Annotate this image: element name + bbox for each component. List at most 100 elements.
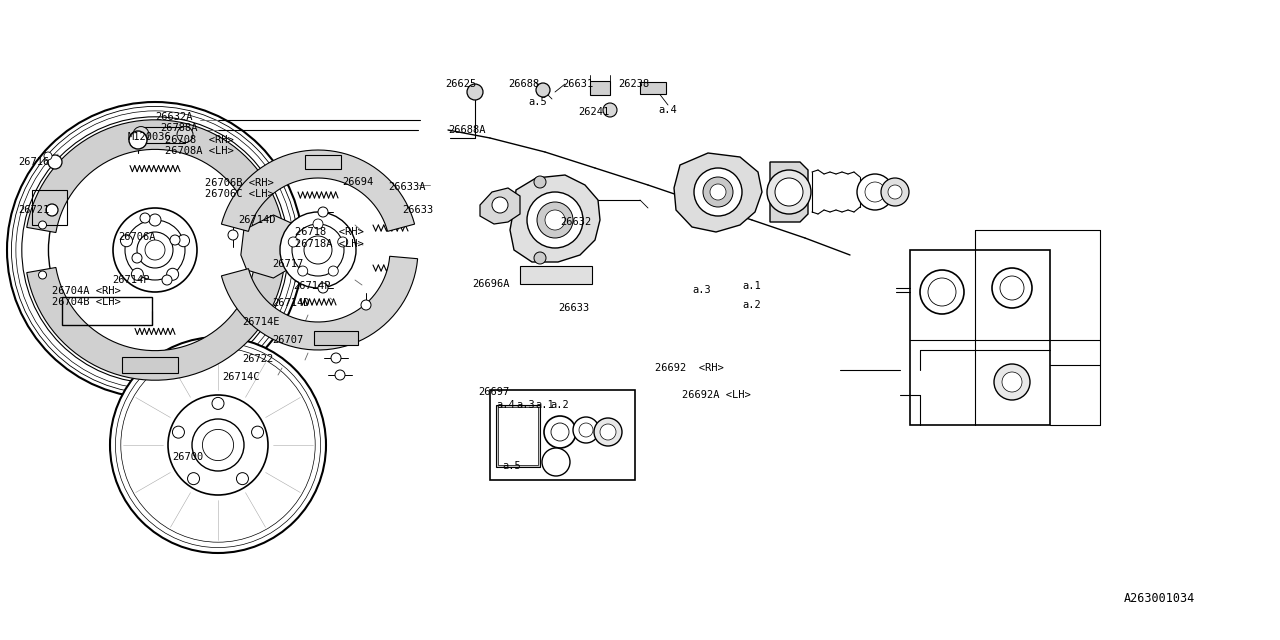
Text: 26722: 26722 <box>242 354 273 364</box>
Circle shape <box>120 235 132 247</box>
Circle shape <box>12 106 298 394</box>
Text: 26632A: 26632A <box>155 112 192 122</box>
Circle shape <box>133 127 148 143</box>
Circle shape <box>317 283 328 293</box>
Circle shape <box>129 131 147 149</box>
Text: 26707: 26707 <box>273 335 303 345</box>
Text: 26238: 26238 <box>618 79 649 89</box>
Circle shape <box>22 117 288 383</box>
Text: 26721: 26721 <box>18 205 49 215</box>
Bar <box>61 297 152 325</box>
Text: a.4: a.4 <box>497 400 515 410</box>
Bar <box>640 82 666 94</box>
Bar <box>498 407 538 465</box>
Circle shape <box>710 184 726 200</box>
Polygon shape <box>509 175 600 262</box>
Text: 26633A: 26633A <box>388 182 425 192</box>
Circle shape <box>767 170 812 214</box>
Bar <box>305 155 340 169</box>
Polygon shape <box>27 268 283 380</box>
Circle shape <box>38 271 46 279</box>
Circle shape <box>467 84 483 100</box>
Text: 26708A <LH>: 26708A <LH> <box>165 146 234 156</box>
Bar <box>141 127 186 143</box>
Text: 26704A <RH>: 26704A <RH> <box>52 286 120 296</box>
Circle shape <box>594 418 622 446</box>
Circle shape <box>170 235 180 245</box>
Circle shape <box>188 473 200 484</box>
Text: 26714D: 26714D <box>273 298 310 308</box>
Text: 26692  <RH>: 26692 <RH> <box>655 363 723 373</box>
Text: 26717: 26717 <box>273 259 303 269</box>
Circle shape <box>544 416 576 448</box>
Bar <box>32 190 67 225</box>
Circle shape <box>888 185 902 199</box>
Circle shape <box>177 127 193 143</box>
Circle shape <box>881 178 909 206</box>
Text: 26708  <RH>: 26708 <RH> <box>165 135 234 145</box>
Circle shape <box>132 253 142 263</box>
Circle shape <box>168 395 268 495</box>
Bar <box>122 357 178 374</box>
Polygon shape <box>27 120 283 232</box>
Circle shape <box>538 202 573 238</box>
Text: 26714E: 26714E <box>242 317 279 327</box>
Circle shape <box>173 426 184 438</box>
Circle shape <box>534 252 547 264</box>
Text: 26633: 26633 <box>402 205 433 215</box>
Circle shape <box>49 143 261 356</box>
Text: 26706B <RH>: 26706B <RH> <box>205 178 274 188</box>
Text: 26704B <LH>: 26704B <LH> <box>52 297 120 307</box>
Circle shape <box>298 266 307 276</box>
Circle shape <box>120 348 315 542</box>
Text: 26716: 26716 <box>18 157 49 167</box>
Polygon shape <box>480 188 520 224</box>
Circle shape <box>536 83 550 97</box>
Text: 26697: 26697 <box>477 387 509 397</box>
Circle shape <box>15 111 294 389</box>
Text: a.3: a.3 <box>692 285 710 295</box>
Text: 26706C <LH>: 26706C <LH> <box>205 189 274 199</box>
Polygon shape <box>221 256 417 350</box>
Text: a.1: a.1 <box>742 281 760 291</box>
Bar <box>910 250 1050 425</box>
Circle shape <box>110 337 326 553</box>
Circle shape <box>145 240 165 260</box>
Text: 26631: 26631 <box>562 79 593 89</box>
Circle shape <box>920 270 964 314</box>
Circle shape <box>178 235 189 247</box>
Circle shape <box>237 473 248 484</box>
Circle shape <box>38 221 46 229</box>
Circle shape <box>115 342 320 548</box>
Text: 26714C: 26714C <box>221 372 260 382</box>
Circle shape <box>314 219 323 229</box>
Circle shape <box>137 232 173 268</box>
Circle shape <box>703 177 733 207</box>
Text: 26632: 26632 <box>561 217 591 227</box>
Circle shape <box>305 236 332 264</box>
Circle shape <box>361 300 371 310</box>
Polygon shape <box>241 215 300 278</box>
Circle shape <box>132 268 143 280</box>
Circle shape <box>1000 276 1024 300</box>
Circle shape <box>335 370 346 380</box>
Text: a.4: a.4 <box>658 105 677 115</box>
Circle shape <box>140 213 150 223</box>
Text: M120036: M120036 <box>128 132 172 142</box>
Text: 26706A: 26706A <box>118 232 155 242</box>
Text: 26625: 26625 <box>445 79 476 89</box>
Circle shape <box>858 174 893 210</box>
Circle shape <box>603 103 617 117</box>
Circle shape <box>192 419 244 471</box>
Circle shape <box>332 353 340 363</box>
Text: 26241: 26241 <box>579 107 609 117</box>
Circle shape <box>292 224 344 276</box>
Bar <box>490 390 635 480</box>
Text: 26788A: 26788A <box>160 123 197 133</box>
Text: 26714P: 26714P <box>293 281 330 291</box>
Text: a.2: a.2 <box>550 400 568 410</box>
Circle shape <box>202 429 234 461</box>
Circle shape <box>280 212 356 288</box>
Text: 26718  <RH>: 26718 <RH> <box>294 227 364 237</box>
Circle shape <box>995 364 1030 400</box>
